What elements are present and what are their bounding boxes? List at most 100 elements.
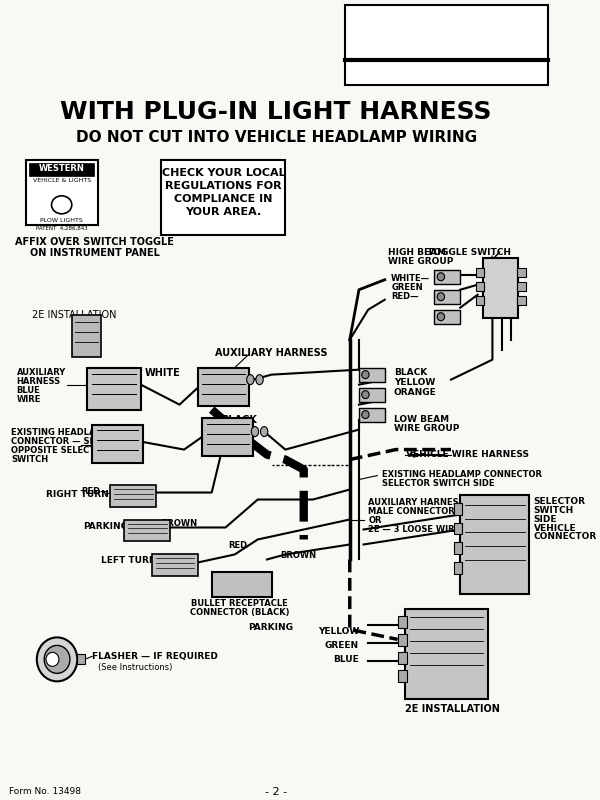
Text: WITH PLUG-IN LIGHT HARNESS: WITH PLUG-IN LIGHT HARNESS [61, 100, 492, 124]
Text: LEFT TURN: LEFT TURN [101, 557, 157, 566]
Text: DO NOT CUT INTO VEHICLE HEADLAMP WIRING: DO NOT CUT INTO VEHICLE HEADLAMP WIRING [76, 130, 476, 145]
Bar [517, 282, 526, 290]
Text: WIRING DIAGRAM: WIRING DIAGRAM [388, 65, 505, 78]
Ellipse shape [437, 313, 445, 321]
Text: VEHICLE WIRE HARNESS: VEHICLE WIRE HARNESS [406, 450, 529, 458]
Ellipse shape [52, 196, 72, 214]
Ellipse shape [362, 410, 369, 418]
Text: WIRE: WIRE [17, 394, 41, 404]
Ellipse shape [362, 390, 369, 398]
Text: SIDE: SIDE [534, 514, 557, 523]
Text: EXISTING HEADLAMP CONNECTOR: EXISTING HEADLAMP CONNECTOR [382, 470, 542, 478]
Bar [110, 485, 157, 506]
Text: BLUE: BLUE [333, 655, 359, 664]
Text: Harness Bracket Kit: Harness Bracket Kit [350, 10, 452, 20]
Text: AUXILIARY: AUXILIARY [17, 368, 66, 377]
Text: WHITE—: WHITE— [391, 274, 430, 282]
Ellipse shape [437, 293, 445, 301]
Bar [476, 296, 484, 305]
Text: ON INSTRUMENT PANEL: ON INSTRUMENT PANEL [30, 248, 160, 258]
Ellipse shape [247, 374, 254, 385]
Text: REGULATIONS FOR: REGULATIONS FOR [166, 181, 282, 191]
Bar [405, 610, 488, 699]
Text: 4 WIRE: 4 WIRE [350, 22, 394, 32]
Text: CONNECTOR (BLACK): CONNECTOR (BLACK) [190, 609, 289, 618]
Bar [198, 368, 248, 406]
Text: YELLOW: YELLOW [318, 627, 359, 637]
Bar [517, 268, 526, 277]
Text: HARNESS: HARNESS [17, 377, 61, 386]
Text: AFFIX OVER SWITCH TOGGLE: AFFIX OVER SWITCH TOGGLE [16, 237, 174, 246]
Text: SWITCH: SWITCH [534, 506, 574, 514]
Text: CONNECTOR — SIDE: CONNECTOR — SIDE [11, 437, 105, 446]
Text: WIRE GROUP: WIRE GROUP [394, 423, 460, 433]
Text: YELLOW: YELLOW [394, 378, 435, 386]
Bar [398, 634, 407, 646]
Text: VEHICLE & LIGHTS: VEHICLE & LIGHTS [32, 178, 91, 183]
Text: BROWN: BROWN [281, 551, 317, 561]
Text: GREEN: GREEN [325, 642, 359, 650]
Text: PATENT  4,286,843: PATENT 4,286,843 [36, 226, 88, 230]
Text: SWITCH: SWITCH [11, 454, 48, 463]
Bar [26, 160, 98, 225]
Bar [454, 502, 462, 514]
Bar [345, 5, 548, 85]
Bar [398, 617, 407, 629]
Text: Headlamp Kit – 4 Wire: Headlamp Kit – 4 Wire [350, 46, 465, 56]
Bar [359, 408, 385, 422]
Text: Use with 60740: Use with 60740 [350, 34, 431, 44]
Bar [29, 163, 94, 176]
Text: OPPOSITE SELECTOR: OPPOSITE SELECTOR [11, 446, 109, 454]
Text: 2E — 3 LOOSE WIRES —: 2E — 3 LOOSE WIRES — [368, 525, 478, 534]
Text: CHECK YOUR LOCAL: CHECK YOUR LOCAL [162, 168, 286, 178]
Text: EXISTING HEADLAMP: EXISTING HEADLAMP [11, 427, 110, 437]
Bar [359, 368, 385, 382]
Text: HIGH BEAM: HIGH BEAM [388, 248, 446, 257]
Text: VEHICLE: VEHICLE [534, 523, 577, 533]
Text: PARKING: PARKING [248, 623, 293, 633]
Text: WESTERN: WESTERN [39, 164, 85, 173]
Text: BLUE: BLUE [17, 386, 40, 394]
Bar [454, 542, 462, 554]
Text: (See Instructions): (See Instructions) [98, 663, 173, 672]
Text: 2E INSTALLATION: 2E INSTALLATION [32, 310, 117, 320]
Text: ORANGE: ORANGE [394, 388, 437, 397]
Bar [161, 160, 286, 234]
Text: RED: RED [228, 542, 247, 550]
Ellipse shape [260, 426, 268, 437]
Bar [454, 562, 462, 574]
Text: RIGHT TURN: RIGHT TURN [46, 490, 109, 498]
Bar [476, 268, 484, 277]
Bar [398, 652, 407, 664]
Text: SELECTOR SWITCH SIDE: SELECTOR SWITCH SIDE [382, 478, 494, 487]
Text: RED—: RED— [391, 292, 419, 301]
Text: YOUR AREA.: YOUR AREA. [185, 207, 262, 217]
Ellipse shape [362, 370, 369, 378]
Bar [124, 519, 170, 542]
Bar [92, 425, 143, 462]
Text: BROWN: BROWN [161, 518, 197, 527]
Text: WIRE GROUP: WIRE GROUP [388, 257, 454, 266]
Ellipse shape [437, 273, 445, 281]
Bar [152, 554, 198, 577]
Text: MALE CONNECTOR: MALE CONNECTOR [368, 506, 455, 515]
Bar [202, 418, 253, 455]
Text: - 2 -: - 2 - [265, 787, 287, 798]
Bar [460, 494, 529, 594]
Text: CONNECTOR: CONNECTOR [534, 533, 597, 542]
Bar [77, 654, 85, 664]
Ellipse shape [256, 374, 263, 385]
Text: BLACK: BLACK [221, 414, 257, 425]
Text: PARKING: PARKING [83, 522, 128, 530]
Text: BLACK: BLACK [394, 368, 427, 377]
Text: TOGGLE SWITCH: TOGGLE SWITCH [427, 248, 511, 257]
Circle shape [44, 646, 70, 674]
Text: BULLET RECEPTACLE: BULLET RECEPTACLE [191, 599, 287, 609]
Text: RED—: RED— [81, 486, 109, 495]
Text: PLOW LIGHTS: PLOW LIGHTS [40, 218, 83, 222]
Bar [359, 388, 385, 402]
Text: FLASHER — IF REQUIRED: FLASHER — IF REQUIRED [92, 652, 218, 662]
Text: AUXILIARY HARNESS: AUXILIARY HARNESS [368, 498, 464, 506]
Text: Form No. 13498: Form No. 13498 [9, 787, 81, 796]
Bar [517, 296, 526, 305]
